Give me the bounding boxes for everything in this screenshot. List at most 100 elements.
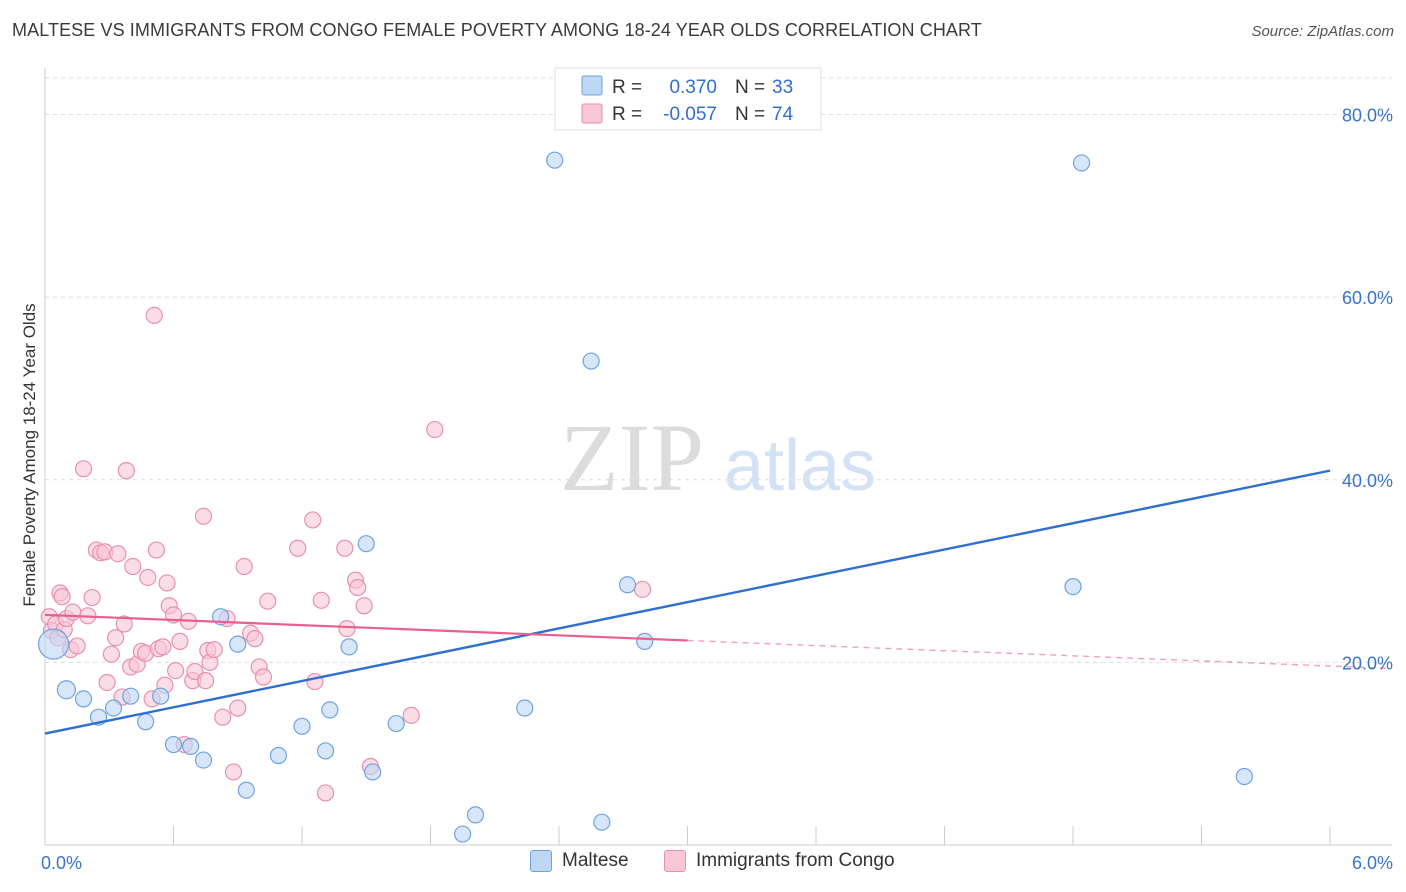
point-maltese [56,680,77,700]
point-maltese [137,713,155,731]
point-maltese [182,737,200,755]
x-tick-label: 6.0% [1352,853,1393,873]
legend-label-maltese: Maltese [562,850,629,871]
point-maltese [293,717,311,735]
stats-legend: R = 0.370 N = 33 R = -0.057 N = 74 [554,67,822,131]
point-immigrants-from-congo [145,306,163,325]
gridlines [45,77,1392,663]
stats-swatch-maltese [581,75,603,96]
point-maltese [1235,767,1253,786]
stats-r-label: R = [612,104,642,125]
point-maltese [546,151,564,169]
point-maltese [269,746,288,765]
point-immigrants-from-congo [304,511,322,529]
point-maltese [1064,577,1082,596]
stats-n-label: N = [735,104,765,125]
y-tick-label: 80.0% [1342,106,1393,126]
trend-line-immigrants-from-congo [44,613,688,642]
point-immigrants-from-congo [171,632,189,650]
point-immigrants-from-congo [117,462,135,480]
point-immigrants-from-congo [259,592,277,610]
x-tick-labels: 0.0% 6.0% [41,853,1393,873]
legend-label-congo: Immigrants from Congo [696,850,895,871]
point-immigrants-from-congo [147,541,165,559]
point-immigrants-from-congo [254,668,273,686]
y-tick-label: 20.0% [1342,653,1393,673]
point-immigrants-from-congo [224,763,243,781]
point-immigrants-from-congo [139,568,157,587]
point-maltese [357,535,375,553]
point-immigrants-from-congo [633,580,652,598]
stats-r-value: 0.370 [669,77,717,98]
point-immigrants-from-congo [338,619,356,638]
point-immigrants-from-congo [312,591,330,609]
point-immigrants-from-congo [402,706,420,724]
stats-row-congo: R = -0.057 N = 74 [581,103,794,125]
point-maltese [516,699,534,717]
x-tick-label: 0.0% [41,853,82,873]
point-immigrants-from-congo [158,574,176,592]
chart-title: MALTESE VS IMMIGRANTS FROM CONGO FEMALE … [12,20,982,40]
point-maltese [164,735,183,754]
point-maltese [152,687,170,705]
point-maltese [387,714,405,733]
point-maltese [466,806,485,824]
point-immigrants-from-congo [194,507,213,525]
point-maltese [194,751,213,769]
trend-lines [44,469,1391,735]
point-immigrants-from-congo [107,629,125,647]
point-immigrants-from-congo [53,588,71,606]
point-immigrants-from-congo [289,539,307,557]
point-maltese [454,825,472,843]
legend-item-congo: Immigrants from Congo [664,850,895,872]
point-immigrants-from-congo [205,640,223,659]
point-maltese [593,813,611,831]
point-immigrants-from-congo [306,672,324,691]
point-immigrants-from-congo [426,420,444,439]
y-tick-label: 40.0% [1342,471,1393,491]
watermark-atlas: atlas [724,426,876,506]
point-immigrants-from-congo [229,699,247,717]
point-maltese [37,628,70,660]
stats-r-value: -0.057 [663,104,717,125]
bottom-legend: Maltese Immigrants from Congo [0,850,1406,880]
point-maltese [321,701,339,719]
point-maltese [74,690,93,708]
point-maltese [618,576,637,594]
watermark: ZIP atlas [560,404,876,511]
stats-n-value: 74 [772,104,794,125]
point-maltese [316,742,335,760]
trend-line-immigrants-from-congo-extension [687,639,1391,670]
point-immigrants-from-congo [83,588,101,607]
y-tick-label: 60.0% [1342,288,1393,308]
point-immigrants-from-congo [68,637,86,655]
point-maltese [364,763,382,781]
point-maltese [229,635,247,653]
stats-row-maltese: R = 0.370 N = 33 [581,75,793,98]
point-immigrants-from-congo [115,615,133,633]
point-maltese [237,781,255,799]
stats-n-label: N = [735,77,765,98]
point-immigrants-from-congo [109,545,127,563]
trend-line-maltese [44,469,1331,735]
legend-swatch-maltese [530,850,552,872]
y-axis-title: Female Poverty Among 18-24 Year Olds [20,303,39,606]
point-immigrants-from-congo [355,597,373,615]
point-immigrants-from-congo [167,661,185,680]
point-immigrants-from-congo [98,673,116,692]
data-points [37,151,1253,843]
source-label: Source: ZipAtlas.com [1251,23,1394,40]
point-immigrants-from-congo [124,557,142,576]
legend-item-maltese: Maltese [530,850,629,872]
point-immigrants-from-congo [154,638,172,656]
point-maltese [104,699,123,717]
point-immigrants-from-congo [316,784,335,802]
stats-r-label: R = [612,77,642,98]
point-maltese [636,632,654,650]
stats-swatch-congo [581,103,603,124]
axes [44,68,1392,846]
point-immigrants-from-congo [349,578,367,597]
point-immigrants-from-congo [197,672,215,690]
point-maltese [1072,154,1091,172]
stats-n-value: 33 [772,77,793,98]
